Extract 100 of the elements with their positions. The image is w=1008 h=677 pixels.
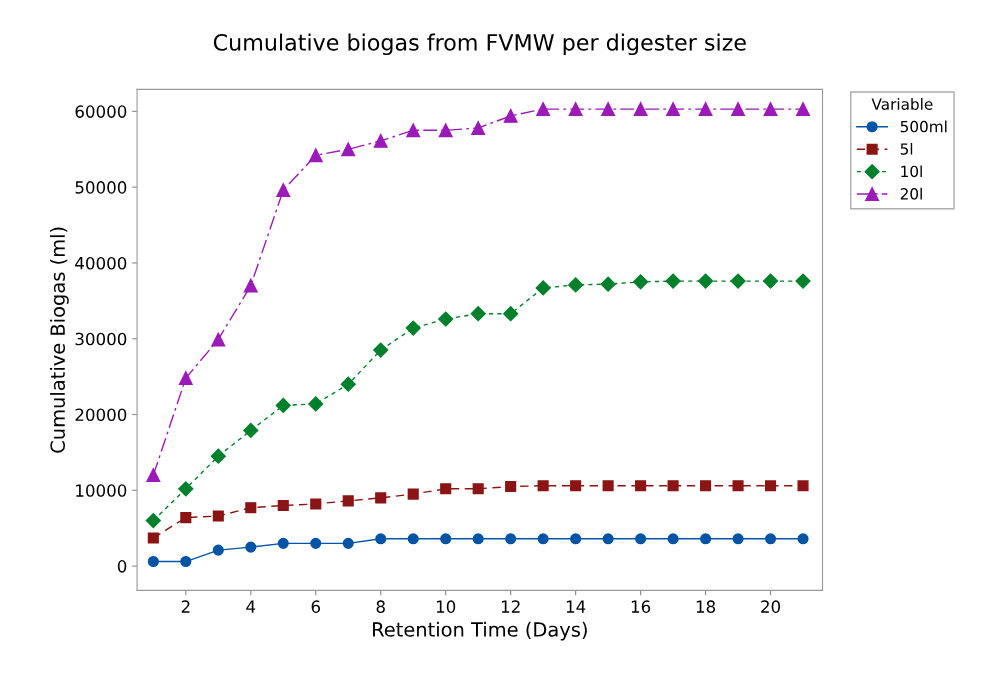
- point: [635, 480, 647, 492]
- point: [470, 306, 486, 322]
- point: [667, 480, 679, 492]
- point: [570, 480, 582, 492]
- x-tick-label: 20: [761, 600, 781, 613]
- legend-title: Variable: [871, 98, 933, 110]
- point: [245, 502, 257, 514]
- y-tick-label: 50000: [75, 181, 127, 194]
- point: [212, 510, 224, 522]
- y-tick-label: 60000: [75, 105, 127, 118]
- point: [308, 148, 323, 163]
- point: [505, 480, 517, 493]
- point: [310, 537, 322, 549]
- point: [210, 448, 226, 464]
- point: [536, 102, 551, 117]
- point: [440, 533, 452, 545]
- point: [180, 512, 192, 524]
- point: [503, 108, 518, 123]
- point: [407, 533, 419, 545]
- x-tick-label: 14: [566, 600, 586, 613]
- point: [568, 277, 584, 293]
- point: [732, 533, 744, 545]
- legend-label: 20l: [900, 187, 922, 200]
- point: [341, 142, 356, 157]
- y-axis-title: Cumulative Biogas (ml): [49, 227, 69, 453]
- point: [570, 533, 582, 545]
- point: [438, 123, 453, 138]
- point: [731, 102, 746, 117]
- point: [342, 495, 354, 507]
- point: [505, 533, 517, 545]
- point: [243, 278, 258, 293]
- point: [276, 183, 291, 198]
- point: [471, 121, 486, 135]
- point: [178, 371, 193, 386]
- legend-label: 5l: [900, 142, 913, 155]
- point: [340, 376, 356, 392]
- point: [472, 533, 484, 545]
- point: [342, 537, 354, 549]
- point: [633, 102, 648, 117]
- point: [245, 541, 257, 553]
- point: [406, 123, 421, 138]
- point: [146, 468, 161, 483]
- point: [633, 274, 649, 290]
- point: [601, 102, 616, 117]
- point: [277, 537, 289, 549]
- point: [764, 533, 777, 545]
- point: [472, 483, 484, 495]
- x-axis-title: Retention Time (Days): [373, 621, 587, 641]
- point: [602, 480, 614, 492]
- point: [665, 273, 681, 289]
- point: [308, 396, 324, 412]
- point: [145, 513, 161, 529]
- x-tick-label: 2: [181, 600, 190, 613]
- point: [407, 488, 419, 500]
- y-tick-label: 0: [117, 560, 127, 573]
- x-tick-label: 12: [501, 600, 520, 613]
- chart-title: Cumulative biogas from FVMW per digester size: [213, 33, 746, 56]
- x-tick-label: 4: [246, 600, 256, 613]
- point: [375, 533, 387, 545]
- x-tick-label: 6: [311, 600, 321, 613]
- point: [600, 276, 616, 292]
- y-tick-label: 30000: [75, 332, 127, 346]
- point: [503, 306, 519, 322]
- point: [275, 397, 291, 413]
- point: [147, 532, 159, 544]
- point: [535, 280, 551, 296]
- x-tick-label: 16: [631, 600, 651, 613]
- point: [635, 533, 647, 545]
- point: [180, 555, 192, 568]
- legend-label: 10l: [901, 165, 922, 178]
- point: [178, 481, 194, 497]
- point: [537, 480, 549, 492]
- point: [730, 273, 746, 289]
- point: [147, 555, 159, 568]
- point: [537, 533, 549, 545]
- point: [667, 533, 679, 545]
- point: [797, 480, 809, 492]
- point: [405, 320, 421, 336]
- y-tick-label: 40000: [75, 256, 127, 270]
- point: [795, 273, 811, 289]
- point: [764, 480, 777, 492]
- point: [375, 492, 387, 504]
- point: [796, 102, 810, 117]
- legend-label: 500ml: [900, 120, 947, 133]
- x-tick-label: 10: [436, 600, 456, 613]
- point: [666, 102, 681, 117]
- x-tick-label: 18: [696, 600, 716, 613]
- x-tick-label: 8: [376, 600, 385, 613]
- point: [243, 422, 259, 438]
- point: [440, 483, 452, 495]
- point: [700, 533, 712, 545]
- point: [732, 480, 744, 492]
- point: [373, 133, 388, 148]
- point: [698, 273, 714, 289]
- y-tick-label: 20000: [75, 408, 127, 422]
- point: [310, 498, 322, 510]
- point: [763, 102, 778, 117]
- point: [212, 544, 224, 556]
- point: [700, 480, 712, 492]
- point: [762, 273, 779, 289]
